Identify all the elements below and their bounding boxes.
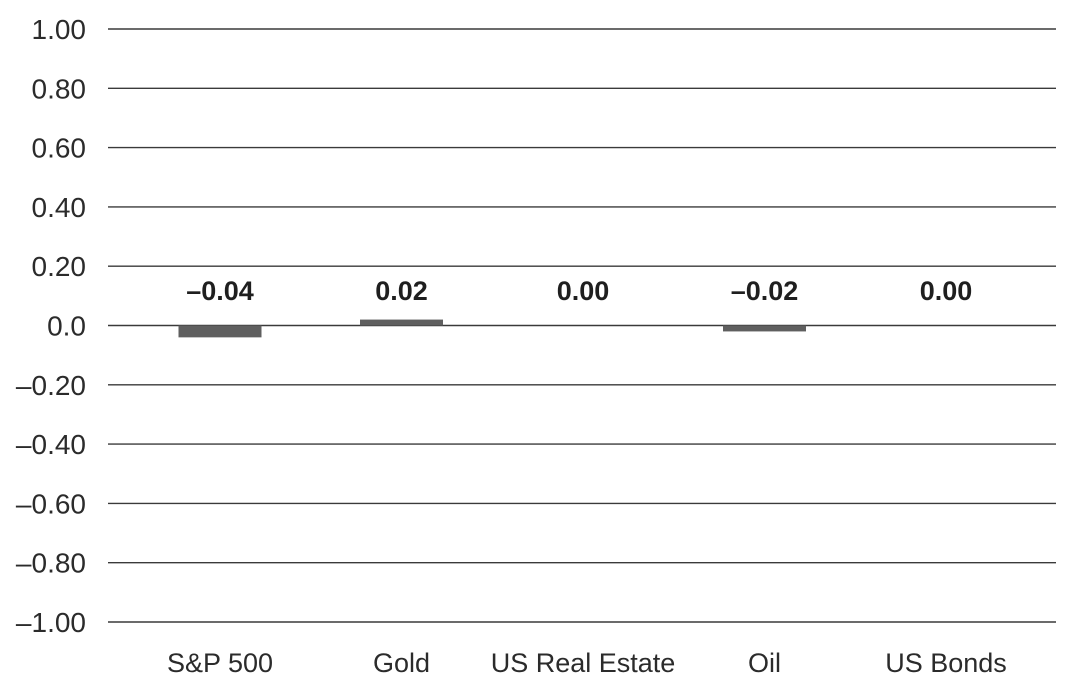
data-label: –0.02 [731,276,799,306]
y-tick-label: 0.0 [47,311,86,342]
y-tick-label: 1.00 [32,14,87,45]
y-axis-tick-labels: 1.00 0.80 0.60 0.40 0.20 0.0 –0.20 –0.40 –0.60 –0… [16,14,86,638]
bar-oil [723,325,806,332]
data-labels: –0.04 0.02 0.00 –0.02 0.00 [186,276,972,306]
y-tick-label: 0.60 [32,133,87,164]
bar-s-p-500 [178,325,262,338]
bar-gold [360,319,443,326]
x-tick-label: Gold [373,648,430,678]
data-label: 0.00 [557,276,610,306]
x-tick-label: US Bonds [885,648,1007,678]
data-label: 0.02 [375,276,428,306]
y-tick-label: –0.60 [16,488,86,519]
y-tick-label: 0.20 [32,251,87,282]
x-axis-tick-labels: S&P 500 Gold US Real Estate Oil US Bonds [167,648,1007,678]
data-label: 0.00 [920,276,973,306]
y-tick-label: –0.80 [16,548,86,579]
y-tick-label: –0.20 [16,370,86,401]
y-tick-label: –1.00 [16,607,86,638]
y-tick-label: –0.40 [16,429,86,460]
x-tick-label: Oil [748,648,781,678]
bars [178,319,806,338]
gridlines [108,28,1056,623]
data-label: –0.04 [186,276,254,306]
x-tick-label: US Real Estate [491,648,676,678]
y-tick-label: 0.80 [32,73,87,104]
y-tick-label: 0.40 [32,192,87,223]
x-tick-label: S&P 500 [167,648,273,678]
